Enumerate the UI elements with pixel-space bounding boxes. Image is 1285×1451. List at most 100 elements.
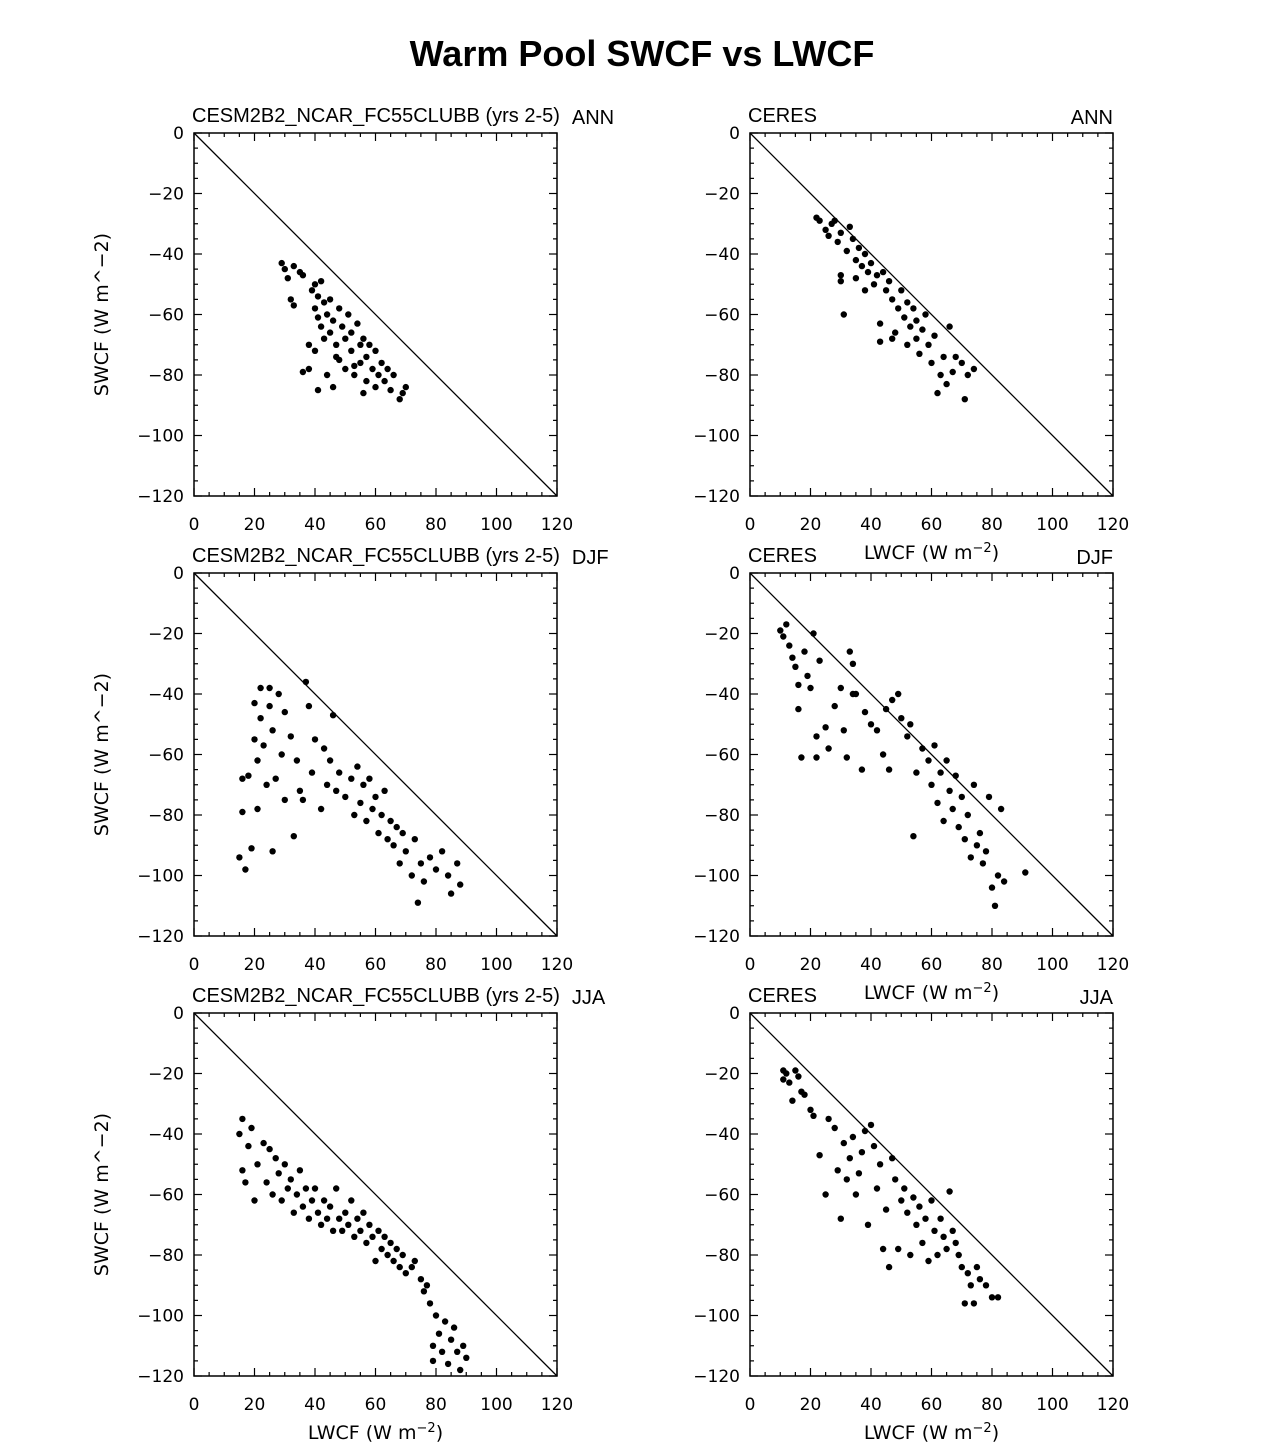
data-point bbox=[281, 796, 288, 804]
data-point bbox=[251, 1197, 258, 1204]
data-point bbox=[952, 1239, 959, 1247]
data-point bbox=[351, 1233, 358, 1241]
data-point bbox=[876, 1161, 884, 1168]
data-point bbox=[290, 302, 297, 309]
data-point bbox=[813, 754, 820, 761]
data-point bbox=[801, 1091, 808, 1098]
data-point bbox=[813, 733, 820, 740]
data-point bbox=[317, 805, 325, 813]
data-point bbox=[414, 899, 422, 906]
data-point bbox=[245, 1142, 252, 1150]
y-tick-label: −40 bbox=[148, 685, 184, 705]
data-point bbox=[438, 1348, 446, 1356]
data-point bbox=[372, 383, 379, 391]
x-tick-label: 20 bbox=[800, 515, 822, 535]
data-point bbox=[931, 1227, 938, 1235]
data-point bbox=[943, 380, 950, 388]
data-point bbox=[372, 793, 379, 801]
data-point bbox=[278, 1197, 285, 1204]
y-tick-label: −120 bbox=[137, 927, 184, 947]
data-point bbox=[372, 1257, 379, 1265]
x-tick-label: 20 bbox=[800, 1395, 822, 1415]
data-point bbox=[290, 1209, 297, 1216]
data-point bbox=[269, 848, 276, 855]
y-tick-label: −120 bbox=[693, 1367, 740, 1387]
data-point bbox=[855, 244, 863, 252]
x-tick-label: 80 bbox=[981, 515, 1003, 535]
data-point bbox=[239, 808, 246, 816]
data-point bbox=[931, 332, 938, 339]
data-point bbox=[390, 842, 397, 849]
data-point bbox=[846, 223, 853, 230]
data-point bbox=[882, 705, 890, 713]
data-point bbox=[852, 1191, 860, 1198]
data-point bbox=[360, 335, 367, 342]
data-point bbox=[266, 702, 273, 710]
data-point bbox=[308, 287, 316, 294]
data-point bbox=[366, 341, 373, 348]
data-point bbox=[895, 305, 902, 312]
data-point bbox=[411, 1257, 418, 1265]
data-point bbox=[889, 1155, 896, 1162]
data-point bbox=[943, 757, 950, 764]
data-point bbox=[904, 1209, 911, 1216]
data-point bbox=[907, 323, 914, 330]
y-tick-label: −100 bbox=[137, 427, 184, 447]
data-point bbox=[366, 1221, 373, 1229]
data-point bbox=[876, 320, 884, 327]
x-tick-label: 80 bbox=[425, 955, 447, 975]
y-tick-label: −120 bbox=[693, 487, 740, 507]
data-point bbox=[239, 1115, 246, 1123]
data-point bbox=[952, 772, 959, 779]
data-point bbox=[317, 323, 325, 330]
data-point bbox=[384, 365, 391, 373]
y-axis-label: SWCF (W m^−2) bbox=[91, 233, 113, 396]
data-point bbox=[336, 769, 343, 776]
data-point bbox=[991, 902, 999, 909]
data-point bbox=[913, 335, 920, 342]
data-point bbox=[254, 757, 261, 764]
data-point bbox=[916, 350, 923, 357]
data-point bbox=[885, 278, 893, 285]
y-tick-label: −40 bbox=[704, 1125, 740, 1145]
data-point bbox=[807, 1106, 814, 1114]
data-point bbox=[447, 890, 455, 897]
data-point bbox=[831, 217, 838, 224]
data-point bbox=[351, 362, 358, 370]
data-point bbox=[420, 1288, 428, 1295]
data-point bbox=[922, 1215, 929, 1222]
data-point bbox=[961, 836, 968, 843]
data-point bbox=[311, 281, 319, 288]
y-tick-label: −60 bbox=[148, 1186, 184, 1206]
data-point bbox=[311, 736, 319, 743]
x-tick-label: 0 bbox=[745, 515, 756, 535]
x-tick-label: 100 bbox=[480, 515, 512, 535]
data-point bbox=[876, 338, 884, 345]
data-point bbox=[354, 1215, 361, 1222]
data-point bbox=[426, 854, 434, 861]
y-axis-label: SWCF (W m^−2) bbox=[91, 1113, 113, 1276]
x-tick-label: 20 bbox=[244, 515, 266, 535]
data-point bbox=[879, 268, 887, 276]
data-point bbox=[928, 781, 935, 788]
data-point bbox=[299, 796, 307, 804]
data-point bbox=[937, 371, 944, 379]
panel-right-title: ANN bbox=[572, 107, 614, 129]
data-point bbox=[381, 1233, 388, 1241]
data-point bbox=[281, 708, 288, 716]
data-point bbox=[342, 335, 349, 342]
data-point bbox=[952, 353, 959, 361]
x-tick-label: 80 bbox=[981, 1395, 1003, 1415]
data-point bbox=[435, 1330, 443, 1337]
data-point bbox=[879, 1245, 887, 1253]
x-tick-label: 40 bbox=[304, 515, 326, 535]
data-point bbox=[843, 1176, 850, 1183]
data-point bbox=[293, 1191, 301, 1198]
data-point bbox=[284, 275, 291, 282]
y-tick-label: −40 bbox=[148, 1125, 184, 1145]
data-point bbox=[239, 775, 246, 782]
data-point bbox=[290, 833, 297, 840]
data-point bbox=[444, 872, 452, 879]
data-point bbox=[375, 371, 382, 379]
